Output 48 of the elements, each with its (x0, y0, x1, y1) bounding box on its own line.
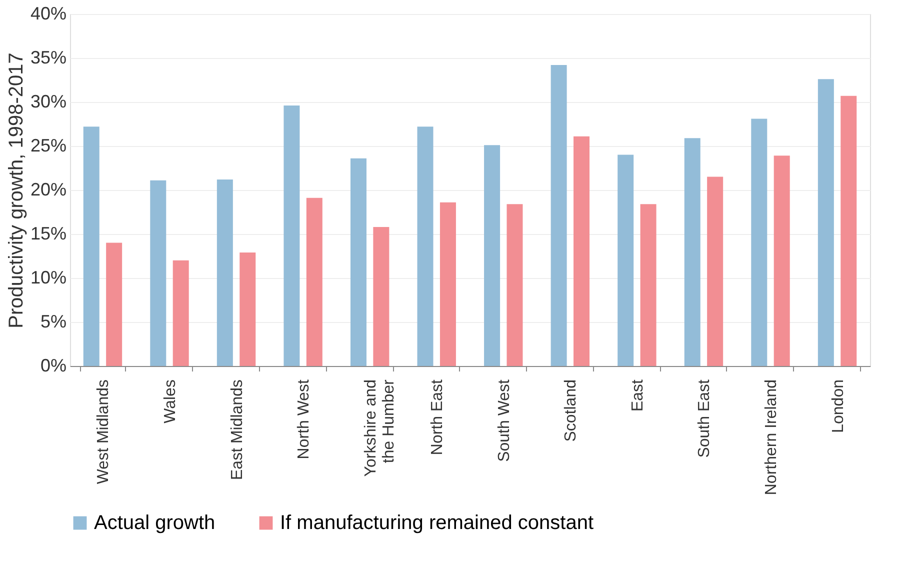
bar (350, 158, 366, 366)
y-tick-label: 25% (30, 136, 66, 156)
bar (818, 79, 834, 366)
bar (484, 145, 500, 366)
x-tick-label: West Midlands (95, 380, 112, 484)
bar (284, 106, 300, 366)
bar (707, 176, 724, 366)
bar (618, 154, 634, 366)
bar (751, 118, 768, 366)
legend-label: If manufacturing remained constant (280, 512, 594, 534)
y-tick-label: 35% (30, 48, 66, 68)
y-tick-label: 5% (40, 312, 66, 332)
x-tick-label: East Midlands (228, 380, 246, 480)
x-tick-label: South East (696, 378, 714, 458)
bar (440, 202, 456, 366)
y-tick-label: 0% (40, 356, 66, 376)
bar (840, 96, 857, 366)
bar (574, 136, 590, 366)
bar (506, 204, 523, 366)
bar (550, 65, 567, 366)
x-tick-label: Wales (162, 380, 179, 424)
bar (106, 242, 122, 366)
bar (684, 138, 700, 366)
x-tick-label: London (830, 380, 847, 433)
y-tick-label: 40% (30, 4, 66, 24)
x-tick-label: North West (296, 378, 313, 460)
x-tick-label: Scotland (562, 380, 580, 442)
bar (640, 204, 656, 366)
x-tick-label: South West (496, 378, 513, 462)
y-tick-label: 10% (30, 268, 66, 288)
y-tick-label: 30% (30, 92, 66, 112)
x-tick-label: East (629, 378, 646, 412)
x-tick-label: North East (429, 378, 446, 456)
bar (306, 198, 322, 366)
y-tick-label: 20% (30, 180, 66, 200)
bar (373, 226, 390, 366)
bar (216, 179, 233, 366)
bar (774, 156, 790, 366)
x-tick-label: Yorkshire and the Humber (362, 378, 398, 477)
y-axis-title: Productivity growth, 1998-2017 (5, 52, 28, 328)
x-tick-label: Northern Ireland (763, 380, 780, 496)
bar (240, 252, 256, 366)
y-tick-label: 15% (30, 224, 66, 244)
bar (83, 126, 100, 366)
bar (417, 126, 434, 366)
legend-label: Actual growth (94, 512, 216, 534)
bar (150, 180, 166, 366)
bar (172, 260, 189, 366)
